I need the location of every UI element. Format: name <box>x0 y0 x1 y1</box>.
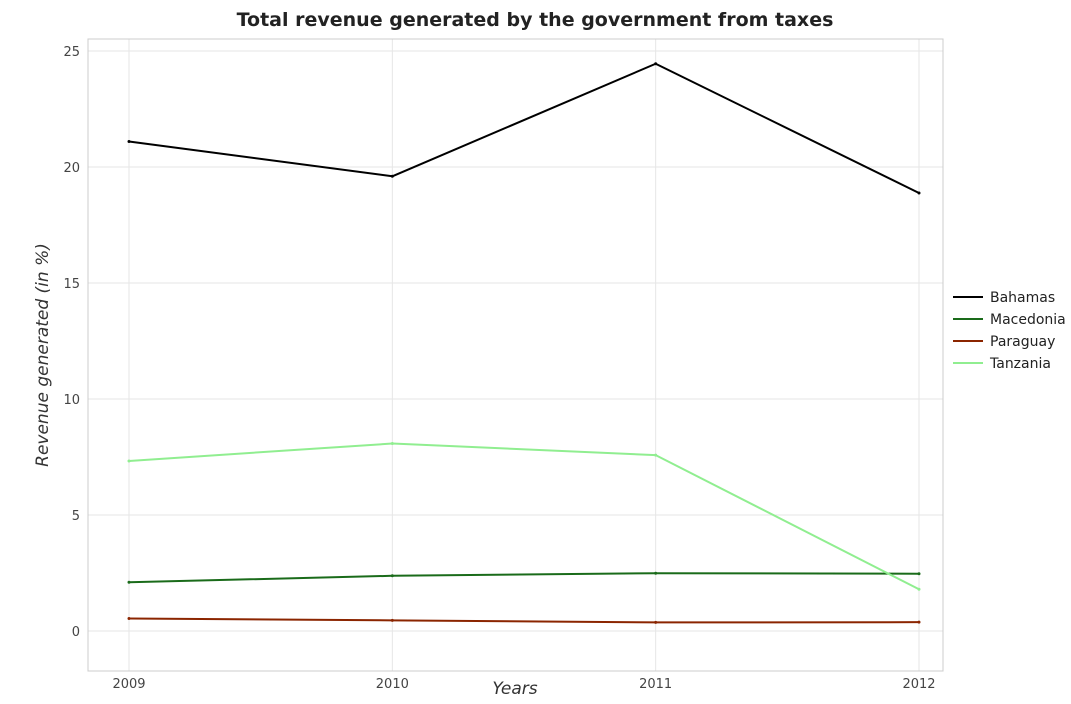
series-line-macedonia <box>128 572 920 584</box>
data-point-macedonia <box>917 572 921 576</box>
x-tick-label: 2012 <box>902 677 935 692</box>
y-tick-label: 20 <box>63 161 80 176</box>
data-point-tanzania <box>917 587 921 591</box>
data-point-tanzania <box>127 459 131 463</box>
axis-ticks: 0 5 10 15 20 25 2009 2010 2011 2012 <box>63 45 935 692</box>
data-point-paraguay <box>917 620 921 624</box>
data-point-macedonia <box>127 580 131 584</box>
y-tick-label: 10 <box>63 393 80 408</box>
legend-label-macedonia: Macedonia <box>990 312 1066 328</box>
y-tick-label: 0 <box>72 625 80 640</box>
data-point-bahamas <box>390 174 394 178</box>
data-point-tanzania <box>390 442 394 446</box>
chart-title: Total revenue generated by the governmen… <box>237 9 834 31</box>
legend-label-tanzania: Tanzania <box>989 356 1051 372</box>
legend: Bahamas Macedonia Paraguay Tanzania <box>953 290 1066 372</box>
y-tick-label: 15 <box>63 277 80 292</box>
series-line-paraguay <box>128 617 920 624</box>
data-point-paraguay <box>390 618 394 622</box>
x-axis-label: Years <box>492 679 537 699</box>
data-point-paraguay <box>654 620 658 624</box>
data-point-bahamas <box>127 139 131 143</box>
grid <box>88 39 943 671</box>
data-point-bahamas <box>654 62 658 66</box>
legend-label-bahamas: Bahamas <box>990 290 1055 306</box>
y-tick-label: 25 <box>63 45 80 60</box>
series-lines <box>127 62 921 624</box>
x-tick-label: 2009 <box>112 677 145 692</box>
x-tick-label: 2010 <box>376 677 409 692</box>
y-axis-label: Revenue generated (in %) <box>33 243 53 467</box>
data-point-macedonia <box>654 571 658 575</box>
data-point-tanzania <box>654 453 658 457</box>
data-point-paraguay <box>127 616 131 620</box>
x-tick-label: 2011 <box>639 677 672 692</box>
plot-frame <box>87 38 944 672</box>
legend-label-paraguay: Paraguay <box>990 334 1055 350</box>
data-point-bahamas <box>917 191 921 195</box>
series-line-tanzania <box>128 442 920 591</box>
data-point-macedonia <box>390 574 394 578</box>
y-tick-label: 5 <box>72 509 80 524</box>
series-line-bahamas <box>128 62 920 194</box>
